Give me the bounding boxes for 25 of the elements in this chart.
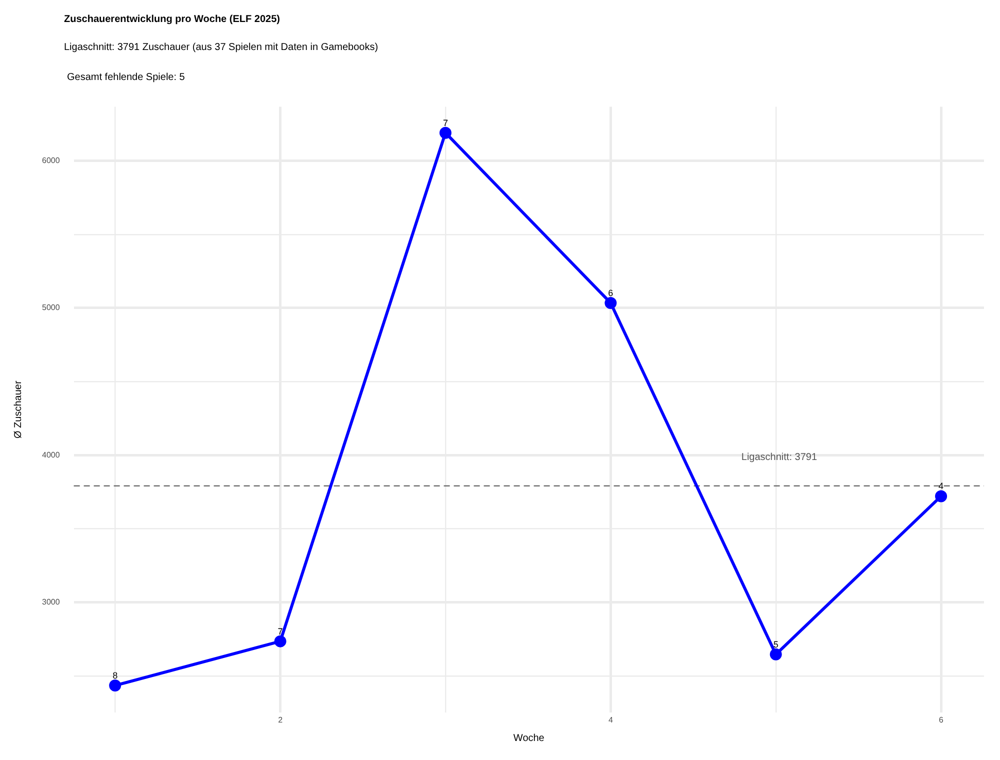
point xyxy=(109,679,122,692)
x-tick-label: 6 xyxy=(938,715,944,724)
x-axis-title: Woche xyxy=(513,732,545,744)
y-tick-label: 4000 xyxy=(42,450,60,460)
annotation: 5 xyxy=(773,639,778,650)
ref-line-label: Ligaschnitt: 3791 xyxy=(741,452,818,463)
x-tick-label: 2 xyxy=(278,715,284,724)
point xyxy=(439,126,452,139)
chart-subtitle: Ligaschnitt: 3791 Zuschauer (aus 37 Spielen mit Daten in Gamebooks) xyxy=(64,42,380,55)
chart-title: Zuschauerentwicklung pro Woche (ELF 2025) xyxy=(64,14,281,27)
annotation: 4 xyxy=(938,481,944,492)
annotation: 7 xyxy=(442,118,448,128)
point xyxy=(935,490,948,502)
point xyxy=(274,635,286,648)
y-tick-label: 6000 xyxy=(42,156,60,166)
annotation: 7 xyxy=(278,626,283,636)
y-axis-title: Ø Zuschauer xyxy=(12,380,24,439)
text: Gesamt fehlende Spiele: 5 xyxy=(66,72,186,85)
x-tick-label: 4 xyxy=(608,715,614,724)
y-tick-label: 3000 xyxy=(42,598,60,607)
point xyxy=(770,648,782,660)
point xyxy=(604,296,617,309)
annotation: 8 xyxy=(112,670,118,680)
y-tick-label: 5000 xyxy=(42,303,60,312)
annotation: 6 xyxy=(608,288,614,298)
